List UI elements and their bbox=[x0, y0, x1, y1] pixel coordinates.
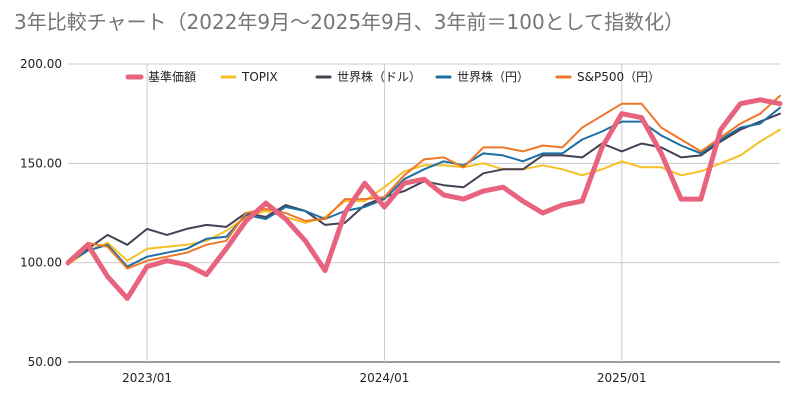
legend-label: TOPIX bbox=[241, 70, 278, 84]
x-tick-label: 2025/01 bbox=[597, 371, 647, 385]
legend-label: 世界株（ドル） bbox=[337, 69, 421, 84]
x-tick-label: 2023/01 bbox=[122, 371, 172, 385]
x-tick-label: 2024/01 bbox=[360, 371, 410, 385]
y-tick-label: 150.00 bbox=[20, 156, 62, 170]
y-tick-label: 100.00 bbox=[20, 256, 62, 270]
series-line-0 bbox=[65, 97, 783, 301]
axis-ticks: 50.00 100.00 150.00 200.00 2023/01 2024/01 202… bbox=[20, 57, 647, 385]
series-line-4 bbox=[67, 94, 781, 270]
legend: 基準価額 TOPIX 世界株（ドル） 世界株（円） S&P500（円） bbox=[125, 69, 660, 84]
series-lines bbox=[65, 94, 783, 301]
legend-label: 基準価額 bbox=[148, 69, 196, 84]
gridlines bbox=[68, 63, 780, 363]
series-line-3 bbox=[67, 106, 781, 268]
chart-title: 3年比較チャート（2022年9月～2025年9月、3年前＝100として指数化） bbox=[14, 10, 685, 34]
y-tick-label: 50.00 bbox=[28, 355, 62, 369]
legend-label: S&P500（円） bbox=[577, 70, 660, 84]
legend-label: 世界株（円） bbox=[457, 69, 529, 84]
series-line-1 bbox=[67, 128, 781, 266]
series-line-2 bbox=[67, 112, 781, 264]
y-tick-label: 200.00 bbox=[20, 57, 62, 71]
